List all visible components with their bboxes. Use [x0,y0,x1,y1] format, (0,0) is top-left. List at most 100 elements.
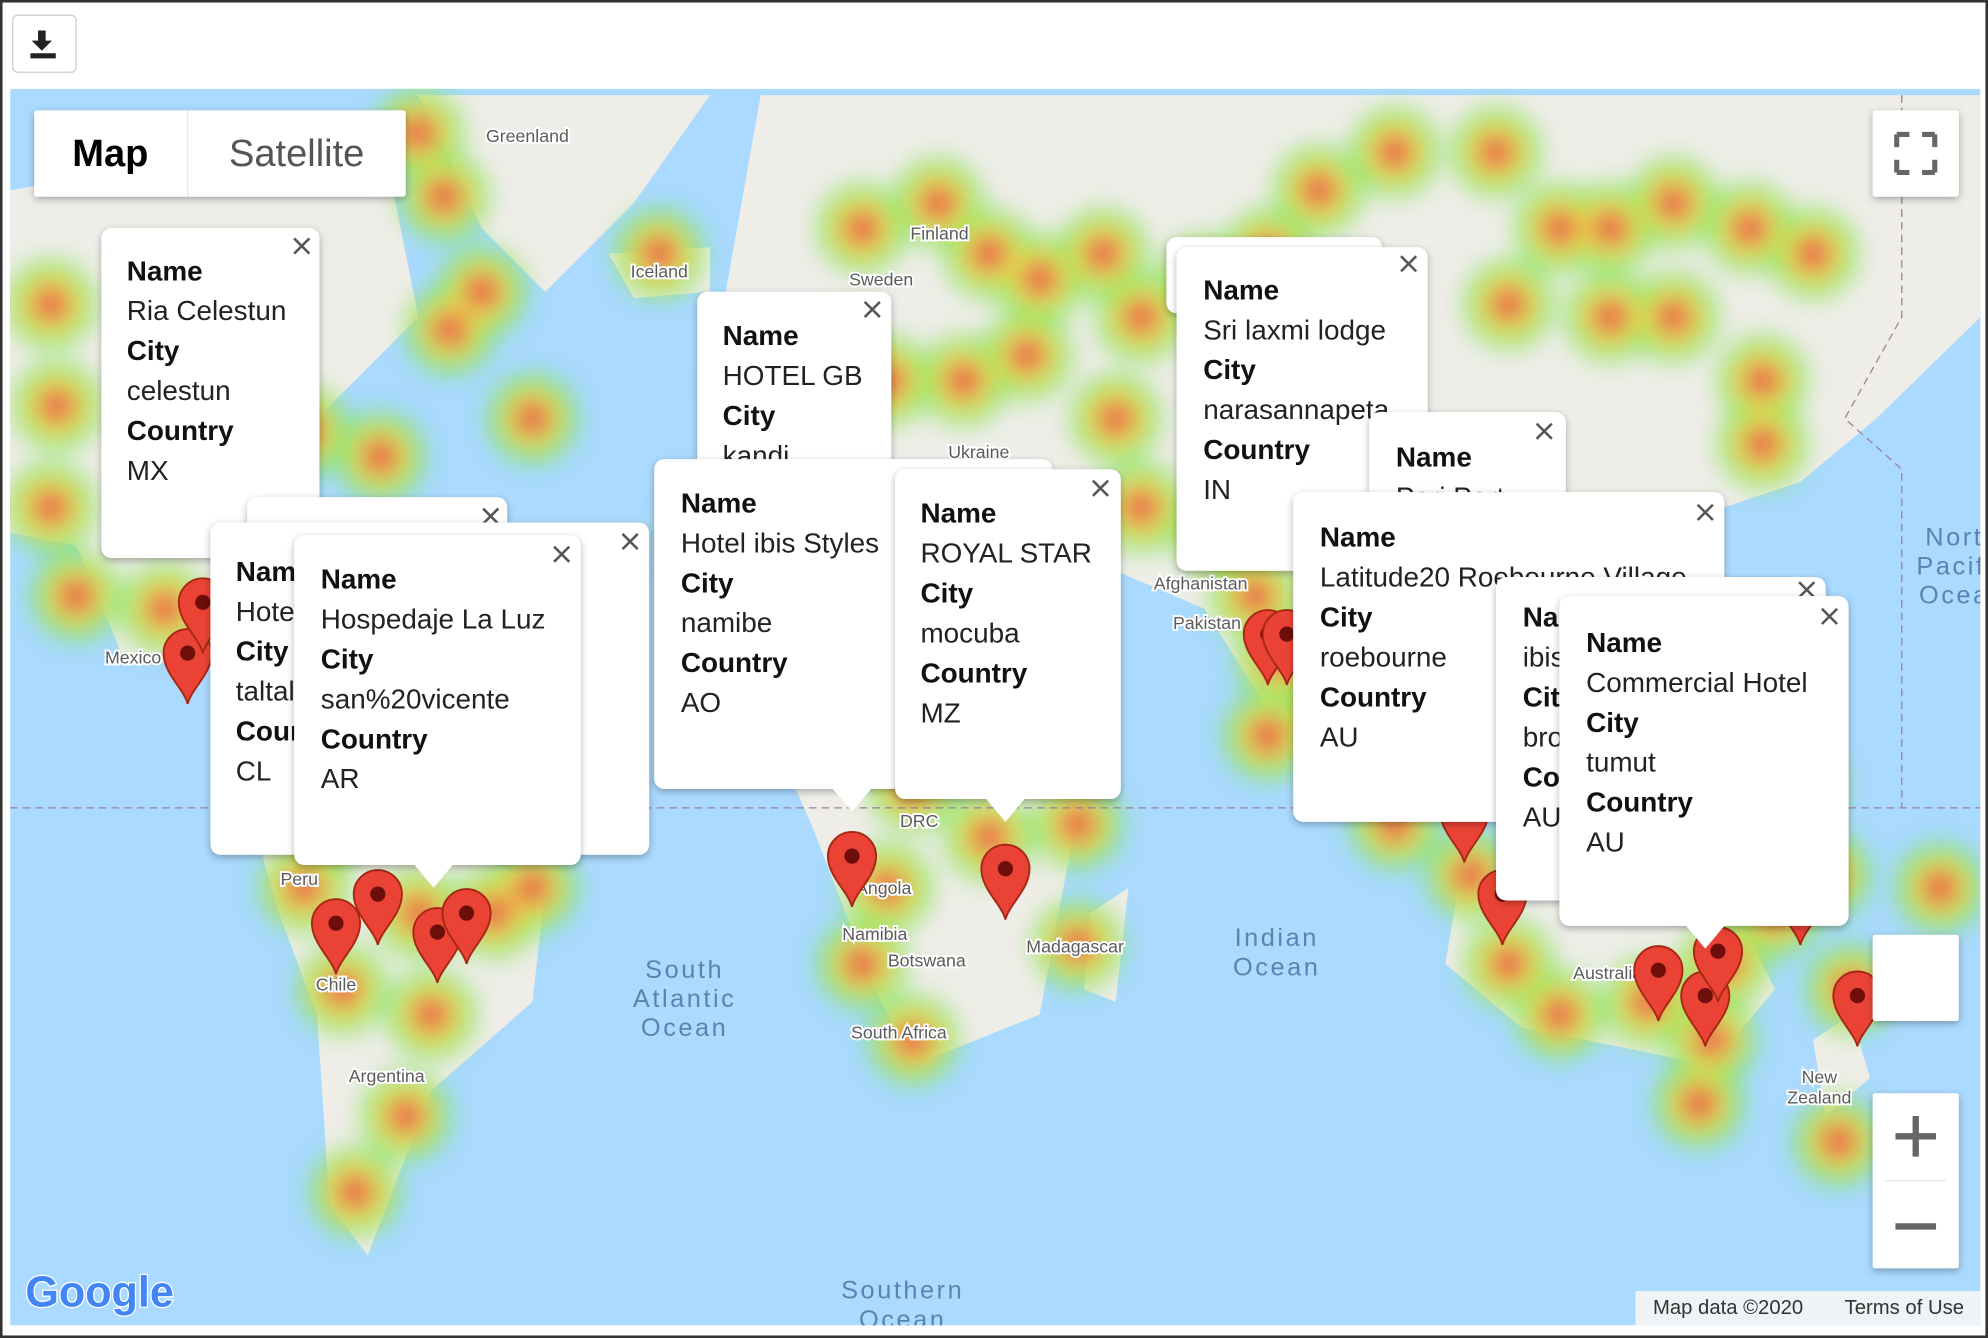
fullscreen-button[interactable] [1872,110,1959,197]
heat-core [1654,298,1693,337]
close-button[interactable] [1821,607,1839,625]
marker[interactable] [1633,945,1684,1022]
marker[interactable] [1261,609,1312,686]
heat-core [38,386,77,425]
info-window-box [1559,596,1849,926]
marker-dot [328,915,344,931]
place-label: Chile [316,974,357,994]
heat-core [513,868,552,907]
marker[interactable] [980,843,1031,921]
field-value: mocuba [920,617,1020,648]
field-label: Name [1396,442,1472,473]
info-window-box [294,535,581,865]
marker[interactable] [162,628,213,705]
place-label: Ocean [859,1306,946,1334]
field-label: Name [127,255,203,286]
close-button[interactable] [1798,581,1816,599]
place-label: Ukraine [948,442,1009,462]
marker-dot [1849,987,1866,1004]
zoom-in[interactable] [1895,1116,1937,1157]
field-value: Ria Celestun [127,295,287,326]
field-value: HOTEL GB [723,360,863,391]
field-label: Country [127,415,234,446]
marker[interactable] [310,898,362,975]
marker[interactable] [412,907,463,984]
heat-core [462,272,501,311]
heat-core [843,209,882,248]
field-label: City [127,335,180,366]
place-label: Greenland [486,126,569,146]
marker[interactable] [441,888,492,965]
field-value: AU [1320,721,1359,752]
info-window-box [895,469,1121,799]
marker[interactable] [1692,926,1743,1003]
field-value: Hotel ibis Styles [681,527,879,558]
heat-core [640,234,679,273]
field-value: Sri laxmi lodge [1203,314,1386,345]
marker[interactable] [826,831,878,908]
heat-core [1477,133,1516,172]
heat-core [57,577,96,616]
field-value: san%20vicente [321,683,510,714]
heat-core [412,995,451,1034]
google-logo: Google [25,1268,173,1316]
marker-dot [458,905,475,921]
marker[interactable] [177,577,228,655]
field-label: Country [321,723,428,754]
close-button[interactable] [1696,503,1714,521]
marker-dot [997,861,1014,877]
heat-core [1819,1122,1858,1161]
place-label: New [1802,1067,1838,1087]
heat-core [513,399,552,438]
marker-dot [370,886,386,902]
close-button[interactable] [293,237,311,255]
close-button[interactable] [621,533,639,551]
heat-core [1794,234,1833,273]
info-window: Name Commercial Hotel City tumut Country AU [1559,596,1849,949]
field-label: Name [1320,522,1396,553]
marker[interactable] [1832,970,1883,1048]
heat-core [1058,925,1097,964]
place-label: Madagascar [1026,936,1124,956]
field-value: taltal [236,676,295,707]
terms-of-use[interactable]: Terms of Use [1845,1297,1964,1319]
place-label: South Africa [851,1023,947,1043]
close-button[interactable] [863,300,881,318]
heat-core [1743,361,1782,400]
heat-core [1058,805,1097,844]
field-value: Hotel [236,596,301,627]
info-window: Name Ria Celestun City celestun Country MX [101,228,320,559]
heat-core [1122,298,1161,337]
heat-core [31,285,70,324]
map-button[interactable]: Map [72,133,148,175]
marker-dot [1650,962,1666,978]
field-label: Country [1586,787,1693,818]
map-canvas: Greenland Iceland Finland Sweden Ukraine Afgh… [10,88,1981,1334]
heat-core [1489,944,1528,983]
close-button[interactable] [1535,422,1553,440]
heat-core [843,944,882,983]
field-value: roebourne [1320,641,1447,672]
close-button[interactable] [482,507,500,525]
place-label: Angola [856,878,911,898]
field-label: City [1586,707,1639,738]
field-value: MX [127,455,169,486]
close-button[interactable] [1091,479,1110,497]
heat-core [1084,234,1123,273]
info-window-box [697,291,892,470]
field-label: City [236,636,289,667]
heat-core [145,589,184,628]
place-label: Sweden [849,269,913,289]
field-value: Hospedaje La Luz [321,603,546,634]
pegman-control[interactable] [1872,934,1959,1021]
close-button[interactable] [1400,255,1418,273]
marker[interactable] [1680,970,1731,1048]
close-button[interactable] [553,545,571,563]
marker[interactable] [352,869,403,946]
place-label: Zealand [1787,1087,1851,1107]
satellite-button[interactable]: Satellite [229,133,364,175]
download-button[interactable] [12,14,77,73]
heat-core [285,868,324,907]
field-label: Country [1203,434,1310,465]
